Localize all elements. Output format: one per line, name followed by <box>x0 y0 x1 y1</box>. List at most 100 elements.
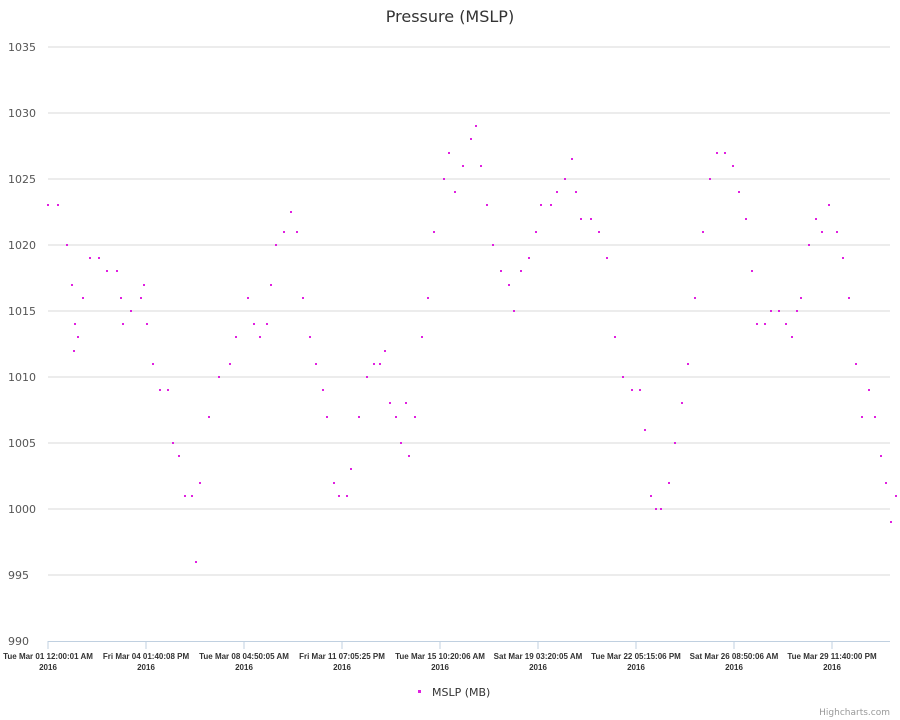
data-point <box>815 218 817 220</box>
data-point <box>309 336 311 338</box>
data-point <box>290 211 292 213</box>
data-point <box>751 270 753 272</box>
credits-link[interactable]: Highcharts.com <box>819 708 890 718</box>
x-tick-year: 2016 <box>39 663 57 672</box>
y-tick-label: 1025 <box>8 173 36 186</box>
data-point <box>796 310 798 312</box>
data-point <box>848 297 850 299</box>
data-point <box>326 416 328 418</box>
data-point <box>116 270 118 272</box>
data-point <box>57 204 59 206</box>
data-point <box>528 257 530 259</box>
data-point <box>120 297 122 299</box>
data-point <box>167 389 169 391</box>
data-point <box>82 297 84 299</box>
data-point <box>492 244 494 246</box>
data-point <box>159 389 161 391</box>
data-point <box>195 561 197 563</box>
data-point <box>540 204 542 206</box>
y-tick-label: 1030 <box>8 107 36 120</box>
data-point <box>199 482 201 484</box>
data-point <box>890 521 892 523</box>
data-point <box>373 363 375 365</box>
data-point <box>486 204 488 206</box>
data-point <box>480 165 482 167</box>
x-tick-year: 2016 <box>431 663 449 672</box>
data-point <box>140 297 142 299</box>
x-tick-label: Fri Mar 04 01:40:08 PM <box>103 652 190 661</box>
data-point <box>655 508 657 510</box>
x-tick-label: Tue Mar 08 04:50:05 AM <box>199 652 289 661</box>
data-point <box>448 152 450 154</box>
data-point <box>283 231 285 233</box>
x-tick-year: 2016 <box>333 663 351 672</box>
data-point <box>756 323 758 325</box>
data-point <box>408 455 410 457</box>
data-point <box>350 468 352 470</box>
data-point <box>454 191 456 193</box>
data-point <box>130 310 132 312</box>
y-tick-label: 995 <box>8 569 29 582</box>
data-point <box>836 231 838 233</box>
data-point <box>895 495 897 497</box>
data-point <box>556 191 558 193</box>
data-point <box>580 218 582 220</box>
data-point <box>575 191 577 193</box>
data-point <box>470 138 472 140</box>
legend-label: MSLP (MB) <box>432 686 490 699</box>
data-point <box>172 442 174 444</box>
data-point <box>178 455 180 457</box>
data-point <box>395 416 397 418</box>
x-tick-label: Tue Mar 15 10:20:06 AM <box>395 652 485 661</box>
data-point <box>513 310 515 312</box>
data-point <box>122 323 124 325</box>
data-point <box>687 363 689 365</box>
grid-lines <box>48 46 890 576</box>
data-point <box>443 178 445 180</box>
data-point <box>322 389 324 391</box>
data-point <box>235 336 237 338</box>
data-point <box>770 310 772 312</box>
data-point <box>800 297 802 299</box>
data-point <box>208 416 210 418</box>
data-point <box>674 442 676 444</box>
y-axis-labels: 990 995 1000 1005 1010 1015 1020 1025 1030 1035 <box>8 41 36 648</box>
data-point <box>253 323 255 325</box>
data-point <box>732 165 734 167</box>
x-tick-label: Fri Mar 11 07:05:25 PM <box>299 652 385 661</box>
y-tick-label: 1035 <box>8 41 36 54</box>
data-point <box>571 158 573 160</box>
data-point <box>508 284 510 286</box>
y-tick-label: 1020 <box>8 239 36 252</box>
data-point <box>650 495 652 497</box>
data-point <box>694 297 696 299</box>
data-point <box>861 416 863 418</box>
data-point <box>590 218 592 220</box>
data-point <box>270 284 272 286</box>
data-point <box>77 336 79 338</box>
data-point <box>764 323 766 325</box>
data-point <box>66 244 68 246</box>
x-tick-year: 2016 <box>725 663 743 672</box>
data-point <box>702 231 704 233</box>
data-point <box>614 336 616 338</box>
legend[interactable]: MSLP (MB) <box>418 686 490 699</box>
data-point <box>622 376 624 378</box>
data-point <box>475 125 477 127</box>
data-point <box>855 363 857 365</box>
data-point <box>828 204 830 206</box>
data-point <box>400 442 402 444</box>
data-point <box>785 323 787 325</box>
x-tick-label: Sat Mar 26 08:50:06 AM <box>690 652 779 661</box>
data-point <box>98 257 100 259</box>
data-point <box>550 204 552 206</box>
data-point <box>874 416 876 418</box>
data-point <box>346 495 348 497</box>
x-tick-year: 2016 <box>529 663 547 672</box>
y-tick-label: 1015 <box>8 305 36 318</box>
y-tick-label: 1010 <box>8 371 36 384</box>
data-point <box>146 323 148 325</box>
data-point <box>520 270 522 272</box>
